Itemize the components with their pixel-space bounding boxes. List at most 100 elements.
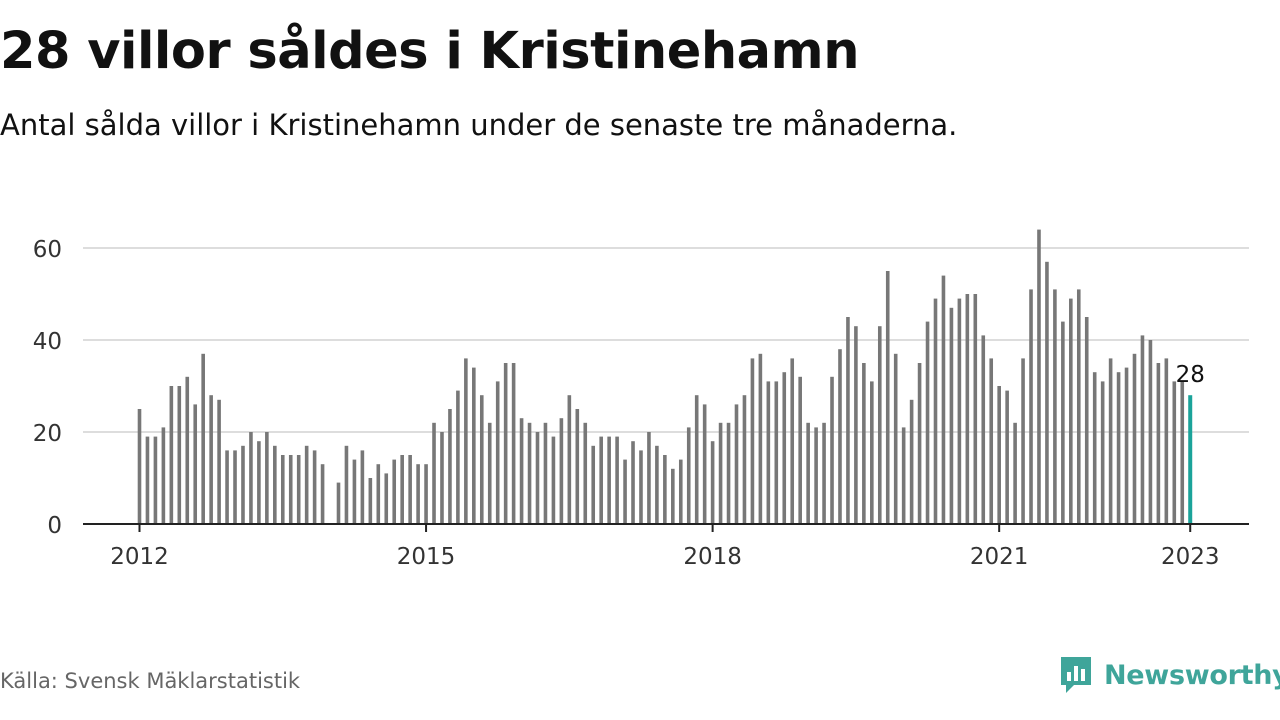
bar xyxy=(1029,289,1033,524)
bar xyxy=(607,436,611,524)
bar xyxy=(790,358,795,524)
bar xyxy=(519,418,524,524)
bar xyxy=(1076,289,1081,524)
bar xyxy=(989,358,994,524)
x-tick-label: 2021 xyxy=(970,544,1029,570)
bar xyxy=(830,376,834,524)
grid-lines xyxy=(83,247,1249,433)
bar xyxy=(296,455,301,524)
bar xyxy=(225,450,229,524)
bar xyxy=(177,386,182,524)
bar xyxy=(997,386,1001,524)
bar xyxy=(893,353,898,524)
bar xyxy=(464,358,468,524)
bar xyxy=(854,326,858,524)
bar xyxy=(917,363,922,524)
bar xyxy=(822,422,826,524)
bar xyxy=(877,326,882,524)
bar xyxy=(583,422,588,524)
bar xyxy=(1084,317,1089,524)
bar xyxy=(249,432,253,524)
bar xyxy=(472,367,476,524)
bar xyxy=(814,427,818,524)
bar xyxy=(678,459,683,524)
bar xyxy=(543,422,548,524)
bar xyxy=(1045,261,1049,524)
bar xyxy=(1069,298,1073,524)
bar xyxy=(981,335,986,524)
bar xyxy=(193,404,198,524)
bar xyxy=(416,464,420,524)
y-axis-ticks: 0 20 40 60 xyxy=(33,237,62,539)
bar xyxy=(368,478,373,524)
bar xyxy=(718,422,723,524)
bar xyxy=(185,376,190,524)
bar xyxy=(153,436,158,524)
bar xyxy=(774,381,779,524)
brand-logo: Newsworthy xyxy=(1058,654,1280,696)
bar xyxy=(479,395,484,524)
bar xyxy=(551,436,556,524)
x-tick-label: 2015 xyxy=(397,544,456,570)
bar xyxy=(655,445,659,524)
y-tick-label: 60 xyxy=(33,237,62,263)
bar xyxy=(949,307,954,524)
bar xyxy=(265,432,269,524)
bar xyxy=(909,399,914,524)
bar xyxy=(503,363,508,524)
bar xyxy=(1053,289,1057,524)
bar xyxy=(885,271,890,524)
bar xyxy=(973,294,978,524)
bar xyxy=(527,422,532,524)
bar xyxy=(1092,372,1097,524)
bar xyxy=(1037,229,1041,524)
newsworthy-logo-icon xyxy=(1061,657,1091,693)
bar xyxy=(161,427,166,524)
bars xyxy=(137,229,1193,524)
bar xyxy=(360,450,365,524)
bar xyxy=(273,445,277,524)
x-axis-ticks: 2012 2015 2018 2021 2023 xyxy=(110,524,1219,570)
bar xyxy=(933,298,938,524)
x-tick-label: 2018 xyxy=(683,544,742,570)
bar xyxy=(663,455,667,524)
bar xyxy=(257,441,261,524)
bar xyxy=(599,436,603,524)
bar xyxy=(631,441,635,524)
x-tick-label: 2012 xyxy=(110,544,169,570)
bar xyxy=(1140,335,1145,524)
bar xyxy=(941,275,946,524)
y-tick-label: 20 xyxy=(33,421,62,447)
bar xyxy=(862,363,866,524)
bar xyxy=(408,455,412,524)
bar xyxy=(495,381,500,524)
bar xyxy=(702,404,707,524)
bar xyxy=(217,399,221,524)
bar xyxy=(591,445,596,524)
bar xyxy=(686,427,691,524)
bar xyxy=(280,455,285,524)
bar xyxy=(288,455,293,524)
bar xyxy=(559,418,564,524)
bar xyxy=(647,432,651,524)
bar xyxy=(750,358,755,524)
bar xyxy=(567,395,572,524)
bar xyxy=(1172,381,1177,524)
bar xyxy=(312,450,317,524)
bar xyxy=(710,441,715,524)
bar xyxy=(1148,340,1153,524)
x-tick-label: 2023 xyxy=(1161,544,1220,570)
bar xyxy=(487,422,492,524)
bar xyxy=(201,353,205,524)
bar xyxy=(1021,358,1025,524)
bar xyxy=(1164,358,1169,524)
page-subtitle: Antal sålda villor i Kristinehamn under … xyxy=(0,108,958,142)
bar xyxy=(806,422,810,524)
bar xyxy=(1100,381,1105,524)
page-title: 28 villor såldes i Kristinehamn xyxy=(0,22,860,81)
bar xyxy=(1132,353,1137,524)
bar xyxy=(241,445,245,524)
y-tick-label: 40 xyxy=(33,329,62,355)
bar xyxy=(535,432,540,524)
